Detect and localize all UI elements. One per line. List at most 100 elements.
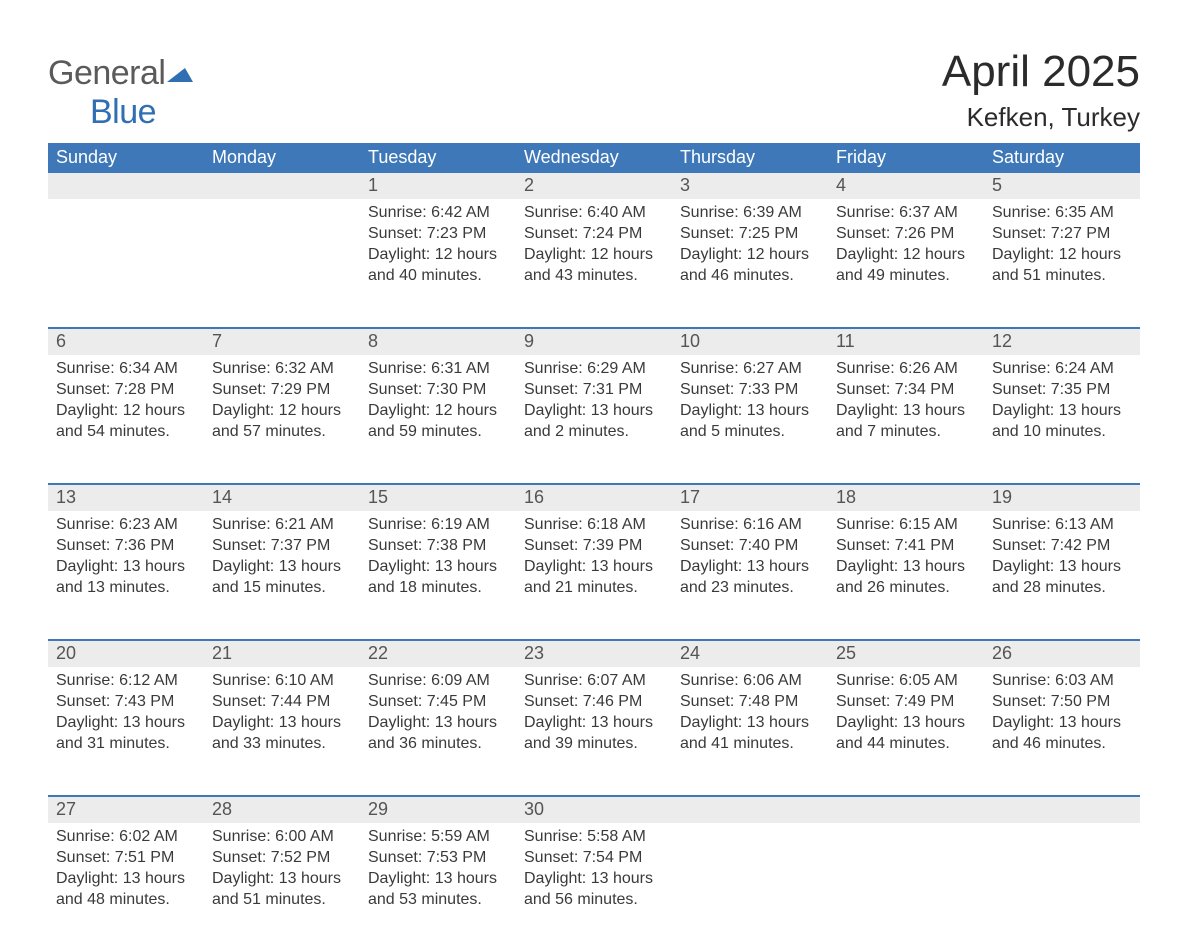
sunset-line: Sunset: 7:27 PM <box>992 224 1132 245</box>
sunrise-line: Sunrise: 6:34 AM <box>56 359 196 380</box>
sunrise-line: Sunrise: 6:35 AM <box>992 203 1132 224</box>
sunrise-line: Sunrise: 6:18 AM <box>524 515 664 536</box>
day-cell: Sunrise: 6:15 AMSunset: 7:41 PMDaylight:… <box>828 511 984 639</box>
sunrise-line: Sunrise: 6:00 AM <box>212 827 352 848</box>
day-cell: Sunrise: 6:31 AMSunset: 7:30 PMDaylight:… <box>360 355 516 483</box>
dow-thursday: Thursday <box>672 143 828 173</box>
logo-text: General Blue <box>48 54 193 132</box>
sunset-line: Sunset: 7:36 PM <box>56 536 196 557</box>
day-cell: Sunrise: 6:24 AMSunset: 7:35 PMDaylight:… <box>984 355 1140 483</box>
day-cell: Sunrise: 6:39 AMSunset: 7:25 PMDaylight:… <box>672 199 828 327</box>
sunset-line: Sunset: 7:50 PM <box>992 692 1132 713</box>
day-number: 30 <box>516 797 672 823</box>
day-cell: Sunrise: 6:07 AMSunset: 7:46 PMDaylight:… <box>516 667 672 795</box>
daylight-line: Daylight: 13 hours and 53 minutes. <box>368 869 508 911</box>
day-cell: Sunrise: 6:00 AMSunset: 7:52 PMDaylight:… <box>204 823 360 951</box>
daylight-line: Daylight: 13 hours and 10 minutes. <box>992 401 1132 443</box>
sunrise-line: Sunrise: 6:02 AM <box>56 827 196 848</box>
sunset-line: Sunset: 7:54 PM <box>524 848 664 869</box>
daylight-line: Daylight: 13 hours and 44 minutes. <box>836 713 976 755</box>
daylight-line: Daylight: 12 hours and 59 minutes. <box>368 401 508 443</box>
day-number: 24 <box>672 641 828 667</box>
day-cell: Sunrise: 6:05 AMSunset: 7:49 PMDaylight:… <box>828 667 984 795</box>
sunset-line: Sunset: 7:38 PM <box>368 536 508 557</box>
daynum-row: 20212223242526 <box>48 639 1140 667</box>
dow-wednesday: Wednesday <box>516 143 672 173</box>
dow-sunday: Sunday <box>48 143 204 173</box>
dow-friday: Friday <box>828 143 984 173</box>
sunrise-line: Sunrise: 6:37 AM <box>836 203 976 224</box>
sunset-line: Sunset: 7:49 PM <box>836 692 976 713</box>
sunset-line: Sunset: 7:25 PM <box>680 224 820 245</box>
sunset-line: Sunset: 7:37 PM <box>212 536 352 557</box>
day-cell <box>672 823 828 951</box>
sunrise-line: Sunrise: 6:23 AM <box>56 515 196 536</box>
day-cell: Sunrise: 6:26 AMSunset: 7:34 PMDaylight:… <box>828 355 984 483</box>
daylight-line: Daylight: 13 hours and 23 minutes. <box>680 557 820 599</box>
day-number: 5 <box>984 173 1140 199</box>
day-cell: Sunrise: 6:18 AMSunset: 7:39 PMDaylight:… <box>516 511 672 639</box>
daylight-line: Daylight: 13 hours and 15 minutes. <box>212 557 352 599</box>
day-number: 27 <box>48 797 204 823</box>
day-cell: Sunrise: 6:29 AMSunset: 7:31 PMDaylight:… <box>516 355 672 483</box>
sunset-line: Sunset: 7:34 PM <box>836 380 976 401</box>
day-cell: Sunrise: 6:16 AMSunset: 7:40 PMDaylight:… <box>672 511 828 639</box>
daylight-line: Daylight: 12 hours and 40 minutes. <box>368 245 508 287</box>
daynum-row: 13141516171819 <box>48 483 1140 511</box>
daynum-row: 27282930 <box>48 795 1140 823</box>
daylight-line: Daylight: 13 hours and 33 minutes. <box>212 713 352 755</box>
daylight-line: Daylight: 13 hours and 18 minutes. <box>368 557 508 599</box>
week-row: Sunrise: 6:02 AMSunset: 7:51 PMDaylight:… <box>48 823 1140 951</box>
sunrise-line: Sunrise: 6:29 AM <box>524 359 664 380</box>
daylight-line: Daylight: 13 hours and 7 minutes. <box>836 401 976 443</box>
sunrise-line: Sunrise: 6:24 AM <box>992 359 1132 380</box>
sunset-line: Sunset: 7:44 PM <box>212 692 352 713</box>
daynum-row: 12345 <box>48 173 1140 199</box>
sunset-line: Sunset: 7:43 PM <box>56 692 196 713</box>
daylight-line: Daylight: 13 hours and 5 minutes. <box>680 401 820 443</box>
day-cell <box>204 199 360 327</box>
day-cell <box>828 823 984 951</box>
day-number: 2 <box>516 173 672 199</box>
sunset-line: Sunset: 7:23 PM <box>368 224 508 245</box>
day-number <box>828 797 984 823</box>
day-number <box>984 797 1140 823</box>
day-cell: Sunrise: 5:59 AMSunset: 7:53 PMDaylight:… <box>360 823 516 951</box>
day-number: 16 <box>516 485 672 511</box>
sunrise-line: Sunrise: 6:12 AM <box>56 671 196 692</box>
day-number: 15 <box>360 485 516 511</box>
location: Kefken, Turkey <box>942 102 1140 133</box>
flag-icon <box>167 66 193 84</box>
daylight-line: Daylight: 13 hours and 36 minutes. <box>368 713 508 755</box>
sunset-line: Sunset: 7:26 PM <box>836 224 976 245</box>
day-number: 13 <box>48 485 204 511</box>
week-row: Sunrise: 6:42 AMSunset: 7:23 PMDaylight:… <box>48 199 1140 327</box>
day-cell: Sunrise: 6:35 AMSunset: 7:27 PMDaylight:… <box>984 199 1140 327</box>
daylight-line: Daylight: 13 hours and 48 minutes. <box>56 869 196 911</box>
sunset-line: Sunset: 7:39 PM <box>524 536 664 557</box>
sunrise-line: Sunrise: 6:06 AM <box>680 671 820 692</box>
sunrise-line: Sunrise: 6:26 AM <box>836 359 976 380</box>
sunset-line: Sunset: 7:33 PM <box>680 380 820 401</box>
day-number: 1 <box>360 173 516 199</box>
sunrise-line: Sunrise: 5:58 AM <box>524 827 664 848</box>
day-number: 6 <box>48 329 204 355</box>
day-number: 23 <box>516 641 672 667</box>
daylight-line: Daylight: 12 hours and 46 minutes. <box>680 245 820 287</box>
day-cell: Sunrise: 6:27 AMSunset: 7:33 PMDaylight:… <box>672 355 828 483</box>
sunrise-line: Sunrise: 6:39 AM <box>680 203 820 224</box>
day-number: 8 <box>360 329 516 355</box>
day-cell: Sunrise: 6:02 AMSunset: 7:51 PMDaylight:… <box>48 823 204 951</box>
day-number: 4 <box>828 173 984 199</box>
day-number: 9 <box>516 329 672 355</box>
day-number <box>672 797 828 823</box>
daylight-line: Daylight: 12 hours and 43 minutes. <box>524 245 664 287</box>
day-number: 14 <box>204 485 360 511</box>
sunrise-line: Sunrise: 5:59 AM <box>368 827 508 848</box>
sunrise-line: Sunrise: 6:19 AM <box>368 515 508 536</box>
day-cell: Sunrise: 5:58 AMSunset: 7:54 PMDaylight:… <box>516 823 672 951</box>
sunrise-line: Sunrise: 6:42 AM <box>368 203 508 224</box>
sunset-line: Sunset: 7:42 PM <box>992 536 1132 557</box>
day-number: 21 <box>204 641 360 667</box>
sunrise-line: Sunrise: 6:15 AM <box>836 515 976 536</box>
